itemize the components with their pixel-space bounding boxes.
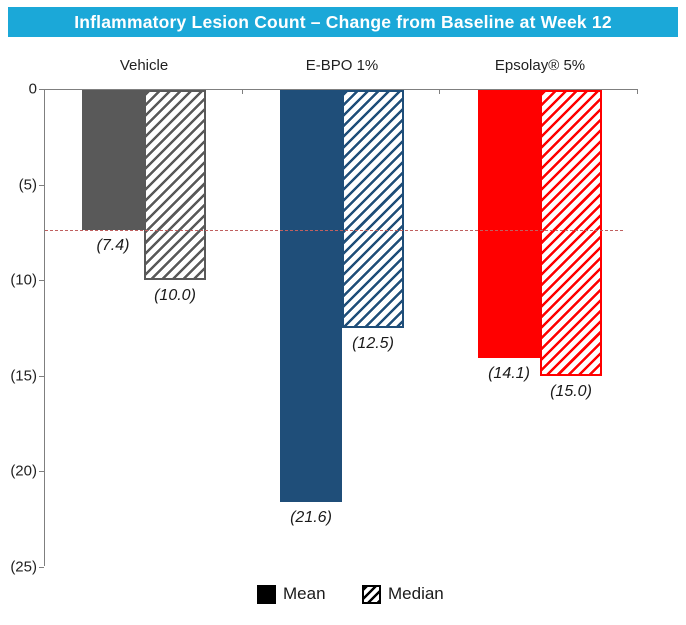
y-tick-3 [39,375,44,377]
category-tick-3 [637,89,638,94]
y-axis-line [44,89,45,566]
bar-median-2 [342,90,404,328]
bar-median-1 [144,90,206,280]
legend-median-label: Median [388,584,444,603]
chart-title-bar: Inflammatory Lesion Count – Change from … [8,7,678,37]
y-tick-0 [39,89,44,90]
category-label-1: Vehicle [119,57,169,74]
y-axis-label: (10) [10,271,37,289]
bar-mean-3 [478,90,540,359]
mean-solid-swatch-icon [257,584,276,604]
legend-item-median: Median [362,584,444,604]
reference-line [45,230,623,232]
y-axis-label: (25) [10,558,37,575]
y-tick-4 [39,471,44,472]
y-tick-2 [39,280,44,281]
value-label-mean-2: (21.6) [290,508,332,526]
y-tick-1 [39,184,44,186]
bar-mean-2 [280,90,342,502]
y-axis-label: (20) [10,462,37,480]
chart-title: Inflammatory Lesion Count – Change from … [74,11,612,32]
median-hatched-swatch-icon [362,584,381,604]
category-tick-2 [439,89,441,94]
value-label-median-2: (12.5) [352,334,394,352]
value-label-mean-3: (14.1) [488,365,530,383]
category-label-3: Epsolay® 5% [494,57,586,74]
value-label-mean-1: (7.4) [96,237,130,255]
bar-median-3 [540,90,602,376]
y-axis-label: (5) [18,176,37,193]
legend-item-mean: Mean [257,584,326,604]
category-label-2: E-BPO 1% [305,57,379,74]
y-axis-label: (15) [10,367,37,384]
x-axis-zero-line [44,89,638,90]
value-label-median-3: (15.0) [550,382,592,400]
category-tick-1 [241,89,243,94]
y-tick-5 [39,566,44,568]
category-tick-0 [44,89,45,94]
bar-mean-1 [82,90,144,231]
y-axis-label: 0 [28,80,37,98]
legend-mean-label: Mean [283,584,326,603]
legend: Mean Median [0,584,686,610]
value-label-median-1: (10.0) [154,287,196,304]
